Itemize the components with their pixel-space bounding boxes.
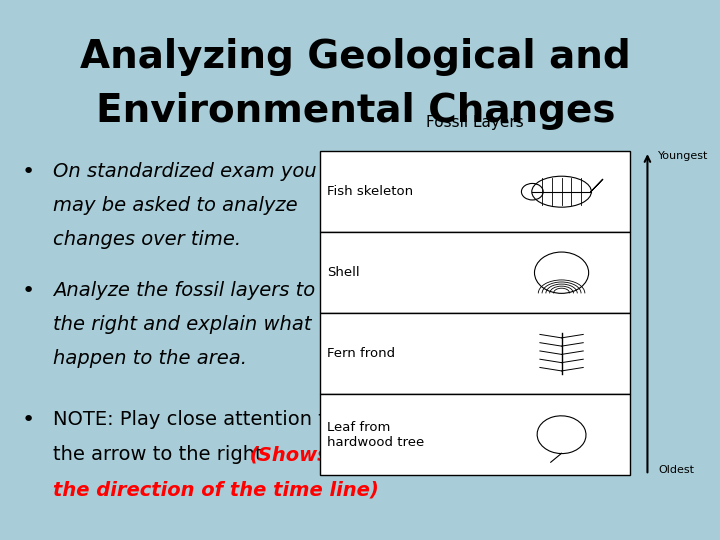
Text: On standardized exam you: On standardized exam you [53, 162, 317, 181]
Text: the direction of the time line): the direction of the time line) [53, 481, 379, 500]
Text: Oldest: Oldest [658, 465, 694, 475]
Text: the arrow to the right.: the arrow to the right. [53, 446, 276, 464]
Text: happen to the area.: happen to the area. [53, 349, 248, 368]
Text: Analyze the fossil layers to: Analyze the fossil layers to [53, 281, 315, 300]
Text: NOTE: Play close attention to: NOTE: Play close attention to [53, 410, 338, 429]
Text: Analyzing Geological and: Analyzing Geological and [81, 38, 631, 76]
Text: •: • [22, 410, 35, 430]
Text: may be asked to analyze: may be asked to analyze [53, 196, 298, 215]
Text: Fossil Layers: Fossil Layers [426, 114, 523, 130]
Text: changes over time.: changes over time. [53, 230, 241, 249]
Text: Shell: Shell [328, 266, 360, 279]
Text: •: • [22, 281, 35, 301]
Text: Leaf from
hardwood tree: Leaf from hardwood tree [328, 421, 425, 449]
Text: Fish skeleton: Fish skeleton [328, 185, 413, 198]
Text: Fern frond: Fern frond [328, 347, 395, 360]
Text: Youngest: Youngest [658, 151, 708, 161]
Text: •: • [22, 162, 35, 182]
Text: (Shows: (Shows [249, 446, 329, 464]
Text: the right and explain what: the right and explain what [53, 315, 312, 334]
Text: Environmental Changes: Environmental Changes [96, 92, 616, 130]
